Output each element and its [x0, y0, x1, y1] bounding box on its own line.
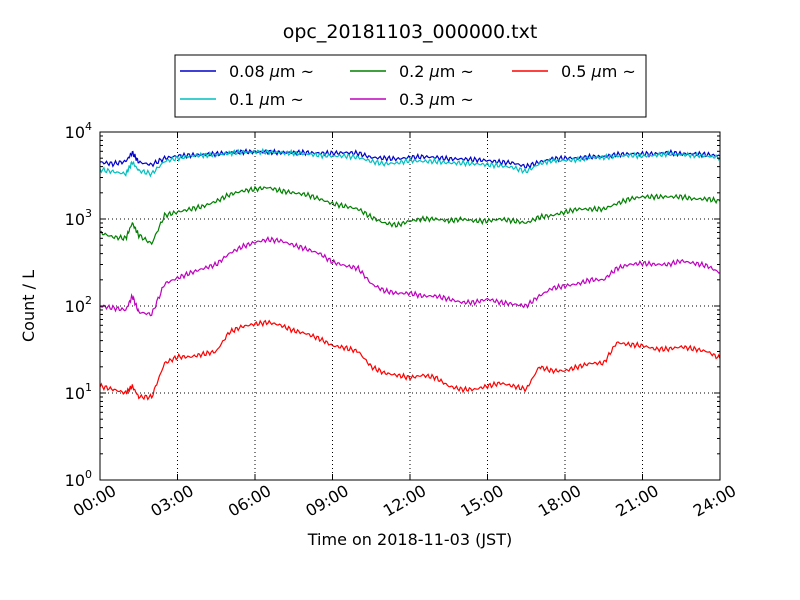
legend-unit-suffix: m ~ [440, 90, 474, 109]
series-line [99, 319, 721, 401]
grid [100, 132, 720, 480]
y-tick-exponent: 0 [85, 468, 92, 481]
legend: 0.08 μm ~0.1 μm ~0.2 μm ~0.3 μm ~0.5 μm … [174, 54, 647, 118]
axis-ticks [99, 131, 721, 481]
y-tick-exponent: 2 [85, 294, 92, 307]
legend-unit-symbol: μ [429, 90, 440, 109]
series-line [99, 185, 721, 246]
legend-box [174, 54, 647, 118]
legend-entry: 0.2 μm ~ [399, 62, 474, 81]
y-tick-base: 10 [65, 123, 85, 142]
legend-unit-suffix: m ~ [280, 62, 314, 81]
legend-size: 0.3 [399, 90, 430, 109]
y-axis-label: Count / L [19, 270, 38, 342]
series-line [99, 235, 721, 317]
y-tick-label: 101 [65, 381, 92, 403]
legend-unit-suffix: m ~ [602, 62, 636, 81]
y-tick-base: 10 [65, 471, 85, 490]
series-line [99, 148, 721, 170]
chart-title: opc_20181103_000000.txt [283, 21, 538, 43]
legend-size: 0.5 [561, 62, 592, 81]
legend-unit-symbol: μ [269, 62, 280, 81]
y-tick-label: 102 [65, 294, 92, 316]
y-tick-base: 10 [65, 297, 85, 316]
y-tick-exponent: 4 [85, 120, 92, 133]
legend-size: 0.1 [229, 90, 260, 109]
y-tick-label: 104 [65, 120, 92, 142]
legend-entry: 0.5 μm ~ [561, 62, 636, 81]
legend-unit-suffix: m ~ [270, 90, 304, 109]
legend-size: 0.08 [229, 62, 270, 81]
legend-unit-symbol: μ [429, 62, 440, 81]
legend-unit-suffix: m ~ [440, 62, 474, 81]
y-tick-label: 100 [65, 468, 92, 490]
legend-entry: 0.08 μm ~ [229, 62, 314, 81]
legend-entry: 0.3 μm ~ [399, 90, 474, 109]
y-tick-base: 10 [65, 384, 85, 403]
x-axis-label: Time on 2018-11-03 (JST) [307, 530, 512, 549]
y-tick-label: 103 [65, 207, 92, 229]
legend-entry: 0.1 μm ~ [229, 90, 304, 109]
series-group [99, 147, 721, 401]
y-tick-base: 10 [65, 210, 85, 229]
legend-unit-symbol: μ [591, 62, 602, 81]
legend-unit-symbol: μ [259, 90, 270, 109]
series-line [99, 147, 721, 178]
y-tick-exponent: 3 [85, 207, 92, 220]
legend-size: 0.2 [399, 62, 430, 81]
y-tick-exponent: 1 [85, 381, 92, 394]
